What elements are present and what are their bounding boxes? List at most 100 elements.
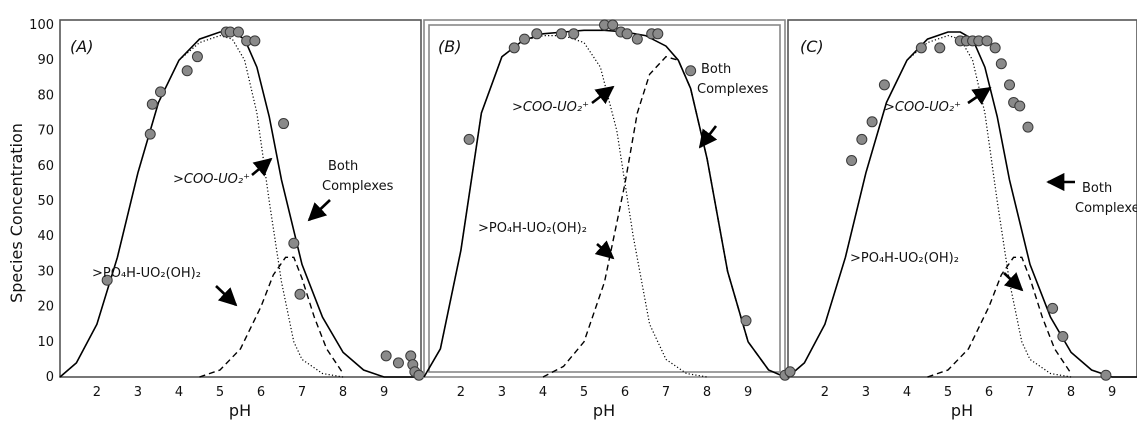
panel-c-observed-point: [989, 42, 1001, 54]
panel-c-x-tick-label-3: 3: [862, 385, 870, 400]
panel-c-observed-point: [1057, 331, 1069, 343]
panel-a-observed-point: [278, 118, 290, 130]
panel-c-po4-curve: [927, 256, 1072, 378]
panel-b-x-tick-label-5: 5: [580, 385, 588, 400]
panel-a-x-tick-label-7: 7: [298, 385, 306, 400]
panel-c-series: [784, 31, 1137, 381]
panel-a-y-tick-label-60: 60: [37, 159, 54, 174]
panel-a-y-tick-label-80: 80: [37, 88, 54, 103]
panel-c-observed-point: [1047, 302, 1059, 314]
panel-a-observed-point: [144, 128, 156, 140]
panel-b-observed-point: [568, 28, 580, 40]
panel-a: (A) 0 10 20 30 40 50 60 70 80 90 100 2 3 4 5 6 7 8 9 pH >…: [29, 18, 425, 420]
panel-a-arrow-po4: [215, 285, 238, 307]
panel-a-y-tick-label-20: 20: [37, 300, 54, 315]
panel-a-y-ticks: 0 10 20 30 40 50 60 70 80 90 100: [29, 18, 54, 385]
panel-b-observed-point: [652, 28, 664, 40]
panel-b-series: [423, 19, 791, 381]
panel-a-observed-point: [155, 86, 167, 98]
panel-a-annotation-po4: >PO₄H-UO₂(OH)₂: [92, 266, 201, 281]
panel-b-x-axis-title: pH: [593, 401, 615, 420]
panel-c: (C) 2 3 4 5 6 7 8 9 pH >COO-UO₂⁺ Both Complexes…: [784, 19, 1137, 420]
panel-b-x-tick-label-4: 4: [539, 385, 547, 400]
panel-a-y-tick-label-70: 70: [37, 124, 54, 139]
panel-b-po4-curve: [542, 55, 770, 378]
panel-a-observed-point: [249, 35, 261, 47]
panel-c-annotation-po4: >PO₄H-UO₂(OH)₂: [850, 251, 959, 266]
panel-a-y-tick-label-100: 100: [29, 18, 54, 33]
panel-c-arrow-coo: [967, 86, 992, 105]
panel-c-x-tick-label-8: 8: [1067, 385, 1075, 400]
panel-b-x-tick-label-3: 3: [498, 385, 506, 400]
panel-c-annotation-both-line2: Complexes: [1075, 201, 1137, 216]
panel-b-arrow-both: [698, 125, 718, 149]
panel-c-x-tick-label-4: 4: [903, 385, 911, 400]
panel-b-x-tick-label-9: 9: [744, 385, 752, 400]
panel-c-observed-point: [1022, 121, 1034, 133]
panel-c-observed-point: [1004, 79, 1016, 91]
panel-a-arrow-coo: [251, 157, 273, 177]
panel-a-po4-curve: [199, 256, 344, 378]
panel-b-observed-point: [463, 133, 475, 145]
panel-c-frame: [787, 19, 1137, 378]
panel-c-coo-curve: [787, 34, 1072, 378]
panel-a-observed-point: [191, 51, 203, 63]
panel-a-y-tick-label-90: 90: [37, 53, 54, 68]
panel-a-y-tick-label-40: 40: [37, 229, 54, 244]
panel-b-x-tick-label-6: 6: [621, 385, 629, 400]
panel-b-observed-point: [519, 33, 531, 45]
panel-a-x-tick-label-2: 2: [93, 385, 101, 400]
panel-a-observed-point: [146, 98, 158, 110]
panel-b-x-ticks: 2 3 4 5 6 7 8 9: [457, 385, 752, 400]
panel-c-observed-point: [846, 155, 858, 167]
panel-c-x-tick-label-6: 6: [985, 385, 993, 400]
panel-b-frame-inner: [428, 24, 781, 373]
panel-c-observed-point: [1014, 100, 1026, 112]
panel-c-annotation-coo: >COO-UO₂⁺: [884, 100, 961, 115]
panel-c-x-tick-label-7: 7: [1026, 385, 1034, 400]
panel-a-observed-point: [232, 26, 244, 38]
panel-c-observed-point: [856, 133, 868, 145]
panel-a-observed-point: [181, 65, 193, 77]
panel-c-label: (C): [800, 37, 824, 56]
panel-b-annotation-both-line1: Both: [701, 62, 731, 77]
panel-b-annotation-coo: >COO-UO₂⁺: [512, 100, 589, 115]
panel-a-observed-point: [380, 350, 392, 362]
panel-b-observed-point: [631, 33, 643, 45]
panel-b-x-tick-label-8: 8: [703, 385, 711, 400]
panel-c-observed-point: [1100, 369, 1112, 381]
panel-a-y-tick-label-50: 50: [37, 194, 54, 209]
panel-a-frame: [59, 19, 422, 378]
panel-a-y-tick-label-10: 10: [37, 335, 54, 350]
panel-b: (B) 2 3 4 5 6 7 8 9 pH >COO-UO₂⁺ Both Complexes…: [423, 19, 791, 420]
panel-b-observed-point: [621, 28, 633, 40]
panel-c-observed-point: [866, 116, 878, 128]
panel-b-arrow-po4: [594, 240, 615, 260]
panel-b-observed-point: [607, 19, 619, 31]
panel-b-observed-point: [685, 65, 697, 77]
panel-b-observed-point: [555, 28, 567, 40]
panel-b-coo-curve: [423, 35, 708, 378]
panel-c-observed-point: [784, 366, 796, 378]
panel-a-observed-point: [413, 369, 425, 381]
panel-c-arrow-po4: [1003, 272, 1024, 292]
panel-b-x-tick-label-7: 7: [662, 385, 670, 400]
panel-c-observed-point: [934, 42, 946, 54]
panel-a-observed-point: [101, 274, 113, 286]
panel-a-label: (A): [70, 37, 93, 56]
panel-a-observed-point: [288, 237, 300, 249]
panel-a-x-tick-label-6: 6: [257, 385, 265, 400]
panel-a-coo-curve: [59, 34, 344, 378]
panel-a-annotation-coo: >COO-UO₂⁺: [173, 172, 250, 187]
panel-c-x-tick-label-5: 5: [944, 385, 952, 400]
panel-b-observed-point: [508, 42, 520, 54]
panel-a-x-tick-label-3: 3: [134, 385, 142, 400]
panel-a-both-curve: [59, 31, 421, 378]
panel-a-x-axis-title: pH: [229, 401, 251, 420]
panel-c-observed-point: [995, 58, 1007, 70]
panel-c-x-axis-title: pH: [951, 401, 973, 420]
panel-b-x-tick-label-2: 2: [457, 385, 465, 400]
panel-a-y-tick-label-0: 0: [46, 370, 54, 385]
panel-a-annotation-both-line1: Both: [328, 159, 358, 174]
